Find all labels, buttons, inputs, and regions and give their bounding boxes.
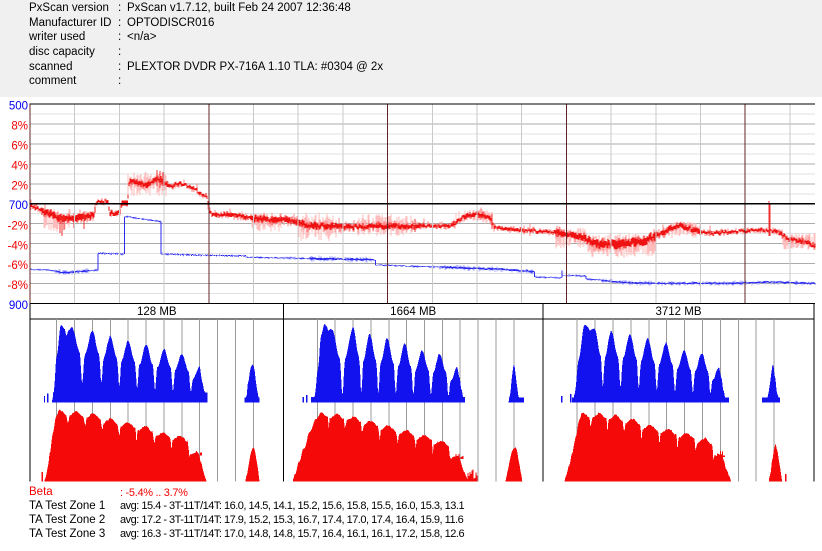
svg-text:-4%: -4% bbox=[8, 241, 28, 253]
svg-text:6%: 6% bbox=[11, 141, 28, 153]
svg-text:-6%: -6% bbox=[8, 260, 28, 272]
svg-text:2%: 2% bbox=[11, 181, 28, 193]
svg-text:500: 500 bbox=[9, 101, 28, 113]
svg-text:-2%: -2% bbox=[8, 221, 28, 233]
svg-text:900: 900 bbox=[9, 300, 28, 312]
svg-text:-8%: -8% bbox=[8, 280, 28, 292]
svg-text:8%: 8% bbox=[11, 121, 28, 133]
svg-text:3712 MB: 3712 MB bbox=[655, 306, 701, 318]
svg-text:700: 700 bbox=[9, 200, 28, 212]
svg-text:1664 MB: 1664 MB bbox=[390, 306, 436, 318]
svg-text:128 MB: 128 MB bbox=[137, 306, 177, 318]
svg-text:4%: 4% bbox=[11, 161, 28, 173]
